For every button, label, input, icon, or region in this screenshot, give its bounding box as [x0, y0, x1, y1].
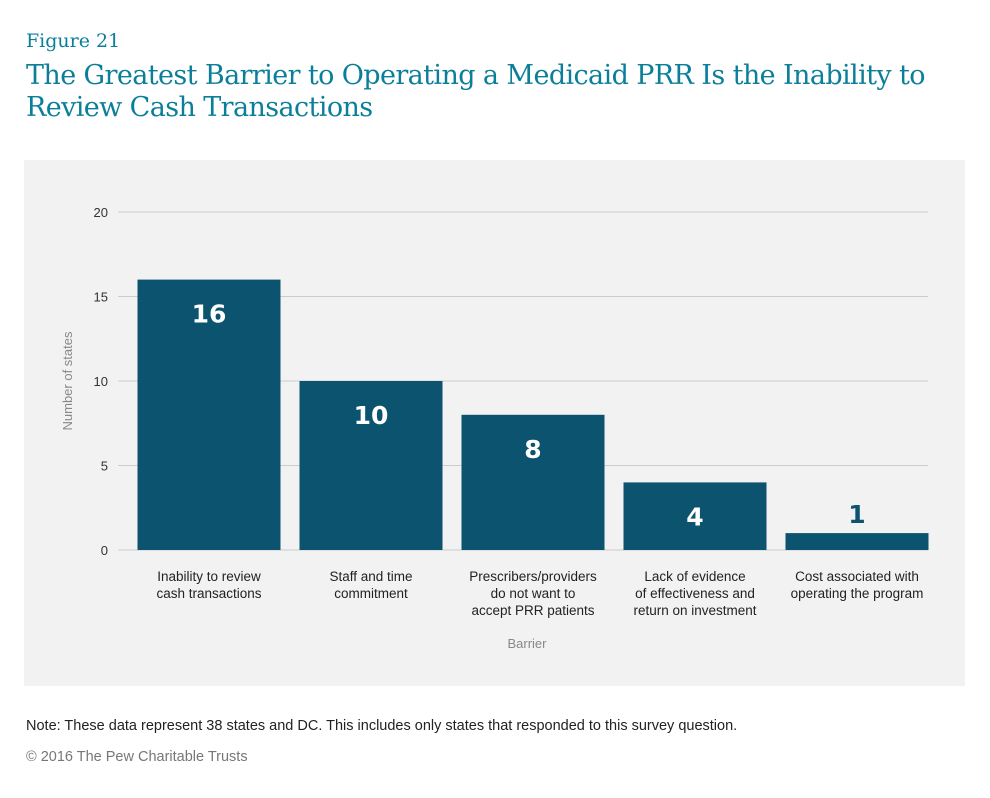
- chart-title: The Greatest Barrier to Operating a Medi…: [26, 60, 926, 123]
- y-tick-label: 15: [94, 290, 108, 305]
- figure-label: Figure 21: [26, 30, 121, 52]
- data-label: 4: [686, 502, 703, 531]
- x-tick-label: operating the program: [791, 586, 924, 601]
- x-tick-label: return on investment: [633, 603, 756, 618]
- x-tick-label: Lack of evidence: [644, 569, 745, 584]
- bar: [623, 482, 767, 550]
- copyright: © 2016 The Pew Charitable Trusts: [26, 749, 248, 765]
- data-label: 16: [192, 300, 227, 329]
- x-tick-label: commitment: [334, 586, 408, 601]
- bar: [299, 381, 443, 550]
- x-tick-label: Cost associated with: [795, 569, 919, 584]
- x-tick-label: cash transactions: [156, 586, 261, 601]
- y-tick-label: 20: [94, 205, 108, 220]
- x-tick-label: Inability to review: [157, 569, 261, 584]
- note: Note: These data represent 38 states and…: [26, 718, 738, 734]
- x-tick-label: of effectiveness and: [635, 586, 755, 601]
- y-tick-label: 0: [101, 543, 108, 558]
- bar: [137, 279, 281, 550]
- y-tick-label: 10: [94, 374, 108, 389]
- x-tick-label: accept PRR patients: [471, 603, 594, 618]
- x-tick-label: Prescribers/providers: [469, 569, 597, 584]
- x-tick-label: do not want to: [491, 586, 576, 601]
- data-label: 10: [354, 401, 389, 430]
- y-tick-label: 5: [101, 459, 108, 474]
- bar: [785, 533, 929, 550]
- x-axis-label: Barrier: [507, 636, 547, 651]
- data-label: 1: [848, 500, 865, 529]
- bar: [461, 414, 605, 550]
- data-label: 8: [524, 435, 541, 464]
- y-axis-label: Number of states: [60, 331, 75, 430]
- x-tick-label: Staff and time: [329, 569, 412, 584]
